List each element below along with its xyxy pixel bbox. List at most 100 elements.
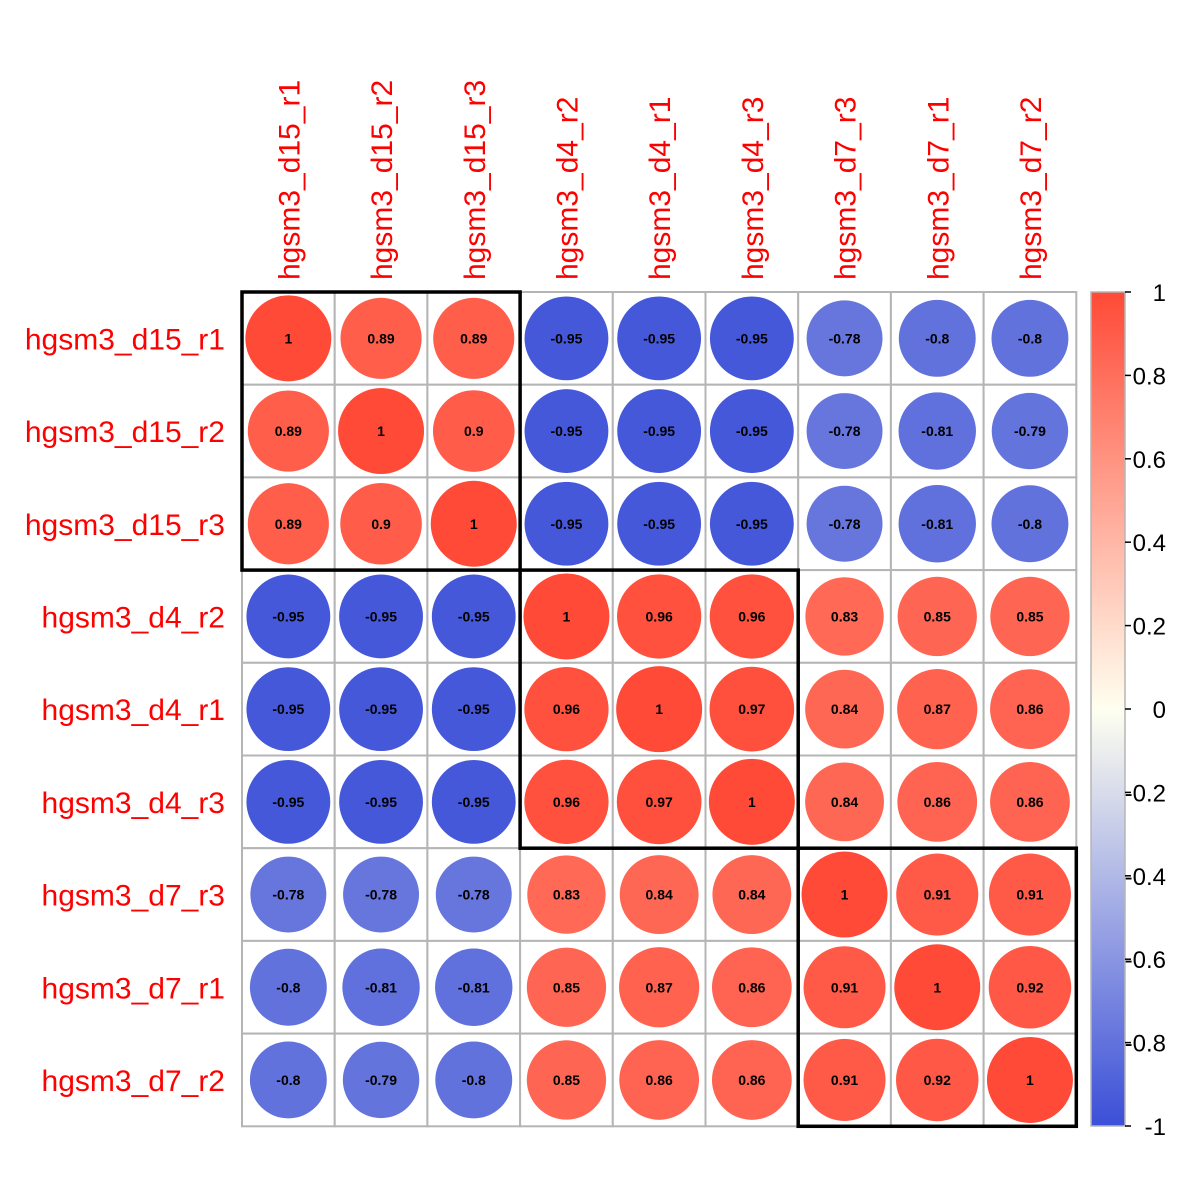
corr-circle <box>340 482 422 565</box>
corr-circle <box>805 577 884 656</box>
corr-value: 1 <box>933 979 941 995</box>
corr-value: -0.81 <box>365 979 397 995</box>
corr-value: -0.95 <box>458 608 490 624</box>
corr-value: 1 <box>1026 1072 1034 1088</box>
colorbar-gradient <box>1090 291 1126 1127</box>
colorbar-tick-label: 0.6 <box>1133 447 1166 474</box>
corr-circle <box>617 574 702 659</box>
corr-circle <box>526 1040 607 1120</box>
corr-circle <box>709 481 794 566</box>
corr-value: 1 <box>377 423 385 439</box>
corr-value: 0.85 <box>553 1072 580 1088</box>
corr-value: 0.84 <box>831 701 858 717</box>
corr-value: 1 <box>655 701 663 717</box>
corr-circle <box>711 1040 792 1120</box>
colorbar-tick-label: 1 <box>1153 280 1166 307</box>
corr-circle <box>897 669 978 750</box>
column-label: hgsm3_d7_r2 <box>1015 97 1048 280</box>
row-label: hgsm3_d4_r2 <box>42 601 225 634</box>
corr-value: 0.84 <box>831 794 858 810</box>
corr-circle <box>619 855 699 934</box>
column-label: hgsm3_d7_r3 <box>830 97 863 280</box>
corr-value: 0.96 <box>553 701 580 717</box>
corr-value: -0.95 <box>736 423 768 439</box>
colorbar-tick-label: -1 <box>1145 1114 1166 1141</box>
corr-value: 0.9 <box>464 423 484 439</box>
corr-circle <box>250 856 327 933</box>
colorbar-tick-label: 0.8 <box>1133 363 1166 390</box>
corr-circle <box>338 388 425 475</box>
corr-circle <box>246 759 331 844</box>
corr-circle <box>806 393 883 470</box>
corr-value: 0.89 <box>275 516 302 532</box>
corr-value: -0.95 <box>643 516 675 532</box>
corr-value: -0.95 <box>736 330 768 346</box>
corr-circle <box>805 669 884 749</box>
corr-value: -0.8 <box>925 330 949 346</box>
corr-value: -0.81 <box>921 516 953 532</box>
corr-circle <box>991 299 1069 377</box>
corr-circle <box>527 855 606 934</box>
corr-circle <box>340 297 422 379</box>
corr-value: -0.78 <box>829 423 861 439</box>
corr-value: -0.95 <box>643 423 675 439</box>
column-label: hgsm3_d15_r3 <box>459 80 492 280</box>
corr-value: 1 <box>284 330 292 346</box>
corr-circle <box>617 389 702 473</box>
colorbar-tick-label: -0.2 <box>1125 780 1166 807</box>
corr-circle <box>898 299 976 377</box>
corr-value: 0.92 <box>924 1072 951 1088</box>
corr-value: -0.8 <box>1018 516 1042 532</box>
corr-circle <box>616 759 702 845</box>
corr-circle <box>709 389 794 473</box>
corr-value: -0.8 <box>1018 330 1042 346</box>
corr-circle <box>524 389 609 473</box>
corr-value: -0.79 <box>365 1072 397 1088</box>
corr-value: -0.95 <box>272 794 304 810</box>
column-label: hgsm3_d4_r2 <box>551 97 584 280</box>
corr-circle <box>988 853 1071 936</box>
corr-circle <box>619 1040 700 1120</box>
corr-value: 0.91 <box>831 979 858 995</box>
corr-value: -0.8 <box>276 979 300 995</box>
corr-circle <box>524 759 609 844</box>
corr-circle <box>524 481 609 566</box>
corr-value: 0.87 <box>646 979 673 995</box>
corr-value: -0.95 <box>365 701 397 717</box>
colorbar-tick-label: 0 <box>1153 697 1166 724</box>
corr-value: -0.95 <box>272 701 304 717</box>
corr-circle <box>801 851 888 938</box>
corr-circle <box>246 667 331 752</box>
corr-circle <box>247 483 329 565</box>
corr-circle <box>431 759 516 844</box>
corr-circle <box>619 947 700 1028</box>
colorbar-tick-label: 0.4 <box>1133 530 1166 557</box>
corr-circle <box>991 485 1069 563</box>
corr-value: 0.91 <box>1016 887 1043 903</box>
corr-value: 0.83 <box>553 887 580 903</box>
corr-circle <box>712 855 792 934</box>
row-label: hgsm3_d7_r1 <box>42 972 225 1005</box>
corr-value: -0.95 <box>550 330 582 346</box>
corr-value: 0.86 <box>924 794 951 810</box>
corr-circle <box>988 946 1072 1029</box>
corr-value: -0.95 <box>550 423 582 439</box>
corr-circle <box>342 948 420 1026</box>
corr-circle <box>435 1041 513 1119</box>
corr-value: 0.84 <box>646 887 673 903</box>
cluster-box <box>240 290 522 572</box>
corr-value: -0.95 <box>365 608 397 624</box>
corr-circle <box>990 761 1070 842</box>
corr-value: 0.84 <box>738 887 765 903</box>
corr-value: 0.96 <box>646 608 673 624</box>
colorbar-tick-label: -0.8 <box>1125 1031 1166 1058</box>
corr-circle <box>339 667 423 752</box>
corr-circle <box>709 574 794 659</box>
corr-value: 0.89 <box>367 330 394 346</box>
corr-value: 0.85 <box>924 608 951 624</box>
corr-value: -0.95 <box>458 701 490 717</box>
corr-circle <box>986 1036 1073 1123</box>
colorbar: 1 0.8 0.6 0.4 0.2 0 -0.2 -0.4 -0.6 -0.8 -1 <box>1090 280 1166 1141</box>
corr-value: 0.86 <box>646 1072 673 1088</box>
